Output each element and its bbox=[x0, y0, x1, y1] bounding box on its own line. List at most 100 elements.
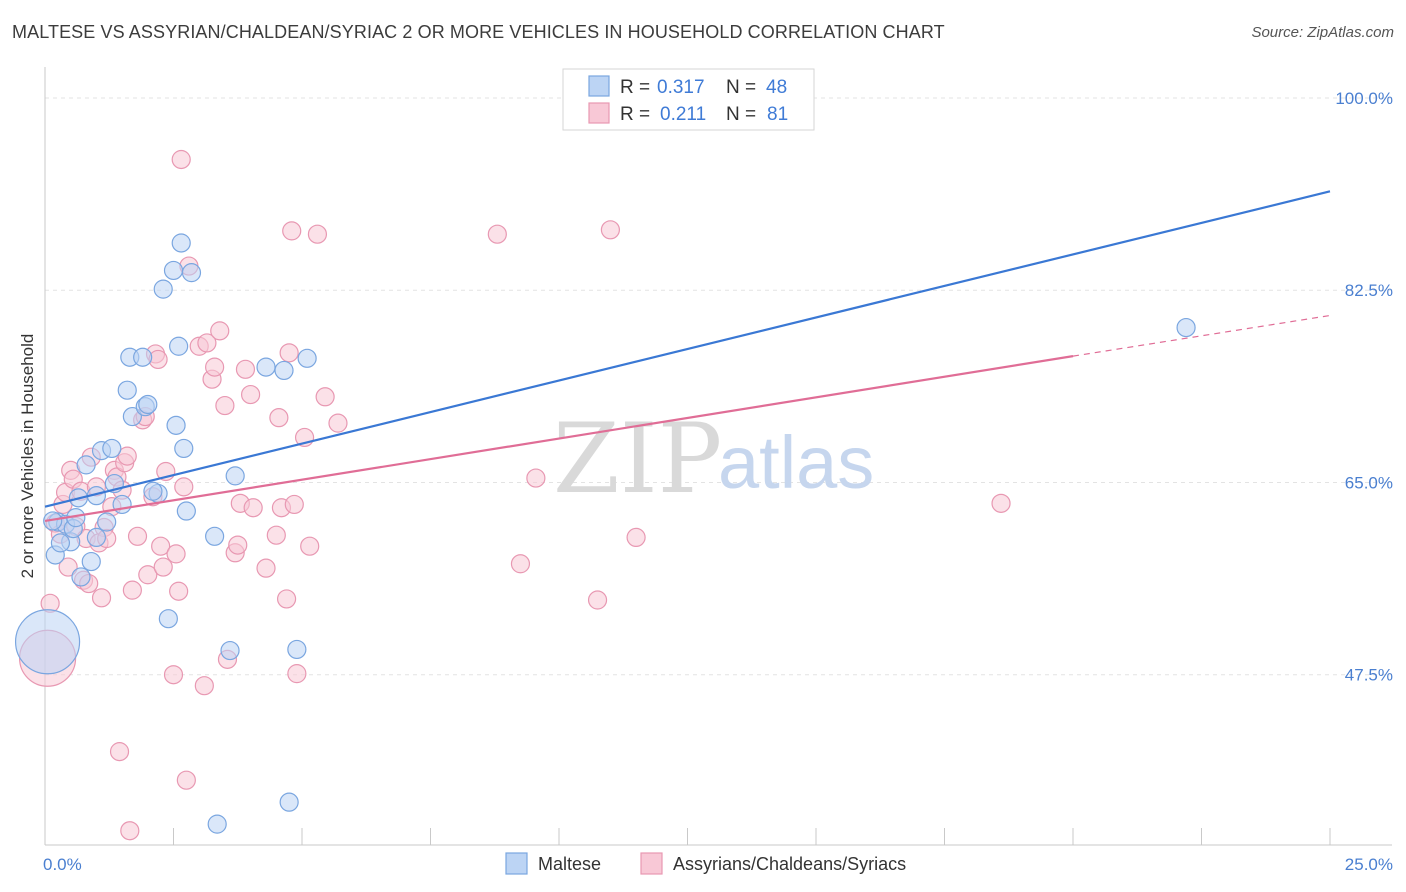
assyrian-point bbox=[328, 413, 348, 433]
assyrian-point bbox=[600, 220, 621, 240]
maltese-point bbox=[133, 347, 153, 367]
assyrian-point bbox=[587, 590, 608, 610]
assyrian-point bbox=[235, 359, 256, 379]
assyrian-point bbox=[487, 224, 507, 244]
legend-r-value-assyrian: 0.211 bbox=[660, 104, 706, 125]
maltese-point bbox=[122, 406, 142, 427]
maltese-point bbox=[143, 481, 163, 501]
watermark: ZIP atlas bbox=[553, 403, 874, 515]
assyrian-point bbox=[138, 565, 158, 585]
legend-r-value-maltese: 0.317 bbox=[657, 77, 705, 98]
legend-n-label-assyrian: N = bbox=[726, 104, 756, 125]
y-axis-label: 2 or more Vehicles in Household bbox=[18, 334, 37, 579]
maltese-point bbox=[169, 336, 189, 356]
assyrian-point bbox=[282, 221, 302, 241]
assyrian-point bbox=[315, 387, 335, 407]
legend-r-label-maltese: R = bbox=[620, 77, 650, 98]
assyrian-point bbox=[171, 149, 191, 170]
maltese-point bbox=[158, 609, 178, 629]
maltese-point bbox=[1176, 317, 1196, 338]
maltese-point bbox=[256, 357, 276, 377]
maltese-point bbox=[71, 567, 91, 587]
maltese-trend-line bbox=[44, 190, 1331, 508]
assyrian-point bbox=[117, 446, 137, 466]
watermark-atlas: atlas bbox=[718, 421, 874, 504]
maltese-point bbox=[279, 792, 299, 812]
scatter-points bbox=[14, 86, 1196, 841]
assyrian-point bbox=[163, 665, 184, 685]
maltese-point bbox=[14, 609, 81, 675]
maltese-point bbox=[181, 263, 202, 283]
assyrian-point bbox=[266, 525, 286, 545]
assyrian-point bbox=[241, 384, 261, 405]
y-tick-label: 82.5% bbox=[1345, 281, 1393, 300]
watermark-zip: ZIP bbox=[553, 403, 722, 515]
maltese-point bbox=[225, 466, 245, 486]
assyrian-point bbox=[91, 588, 112, 608]
assyrian-point bbox=[120, 821, 140, 841]
maltese-point bbox=[76, 455, 96, 475]
assyrian-point bbox=[279, 343, 299, 363]
bottom-legend-label-assyrian: Assyrians/Chaldeans/Syriacs bbox=[673, 854, 906, 874]
assyrian-point bbox=[243, 498, 263, 518]
maltese-point bbox=[86, 527, 107, 548]
maltese-point bbox=[138, 394, 158, 415]
legend-swatch-assyrian bbox=[588, 102, 610, 124]
maltese-point bbox=[112, 494, 132, 515]
assyrian-point bbox=[300, 536, 320, 556]
series-legend: Maltese Assyrians/Chaldeans/Syriacs bbox=[505, 852, 906, 875]
assyrian-point bbox=[127, 526, 148, 546]
bottom-legend-swatch-assyrian bbox=[640, 852, 663, 875]
assyrian-point bbox=[287, 664, 307, 684]
maltese-point bbox=[163, 260, 184, 281]
assyrian-point bbox=[526, 468, 546, 488]
assyrian-trend-extension bbox=[1072, 314, 1331, 357]
maltese-point bbox=[153, 279, 173, 299]
assyrian-point bbox=[166, 544, 186, 564]
assyrian-point bbox=[122, 580, 142, 600]
maltese-point bbox=[220, 640, 240, 661]
maltese-point bbox=[81, 551, 101, 572]
assyrian-point bbox=[510, 554, 531, 574]
assyrian-point bbox=[991, 493, 1011, 513]
maltese-point bbox=[117, 380, 137, 400]
x-tick-labels: 0.0% 25.0% bbox=[43, 855, 1393, 874]
bottom-legend-swatch-maltese bbox=[505, 852, 528, 875]
correlation-legend: R = 0.317 N = 48 R = 0.211 N = 81 bbox=[562, 68, 815, 131]
y-tick-label: 65.0% bbox=[1345, 473, 1393, 492]
maltese-point bbox=[207, 814, 227, 834]
assyrian-point bbox=[153, 557, 173, 577]
chart-title: MALTESE VS ASSYRIAN/CHALDEAN/SYRIAC 2 OR… bbox=[12, 22, 945, 42]
maltese-point bbox=[171, 233, 191, 253]
y-tick-label: 47.5% bbox=[1345, 666, 1393, 685]
maltese-point bbox=[287, 639, 307, 660]
maltese-point bbox=[174, 438, 194, 459]
x-tick-label: 25.0% bbox=[1345, 855, 1393, 874]
assyrian-point bbox=[228, 535, 248, 555]
maltese-point bbox=[43, 511, 63, 531]
assyrian-point bbox=[307, 224, 328, 244]
y-tick-labels: 47.5% 65.0% 82.5% 100.0% bbox=[1335, 89, 1393, 685]
assyrian-point bbox=[215, 395, 235, 416]
assyrian-point bbox=[58, 557, 78, 577]
maltese-point bbox=[176, 501, 196, 521]
assyrian-point bbox=[269, 408, 289, 428]
maltese-point bbox=[205, 526, 225, 546]
assyrian-point bbox=[205, 357, 225, 377]
x-tick-label: 0.0% bbox=[43, 855, 82, 874]
y-tick-label: 100.0% bbox=[1335, 89, 1393, 108]
maltese-point bbox=[297, 348, 317, 368]
trend-lines bbox=[44, 190, 1331, 523]
assyrian-point bbox=[276, 589, 297, 609]
legend-n-label-maltese: N = bbox=[726, 77, 756, 98]
legend-r-label-assyrian: R = bbox=[620, 104, 650, 125]
maltese-point bbox=[97, 512, 117, 532]
assyrian-point bbox=[176, 770, 196, 790]
assyrian-point bbox=[151, 536, 171, 556]
grid-lines bbox=[45, 97, 1392, 676]
maltese-point bbox=[274, 360, 294, 381]
maltese-point bbox=[166, 415, 186, 435]
legend-n-value-maltese: 48 bbox=[766, 77, 787, 98]
assyrian-point bbox=[197, 333, 217, 353]
